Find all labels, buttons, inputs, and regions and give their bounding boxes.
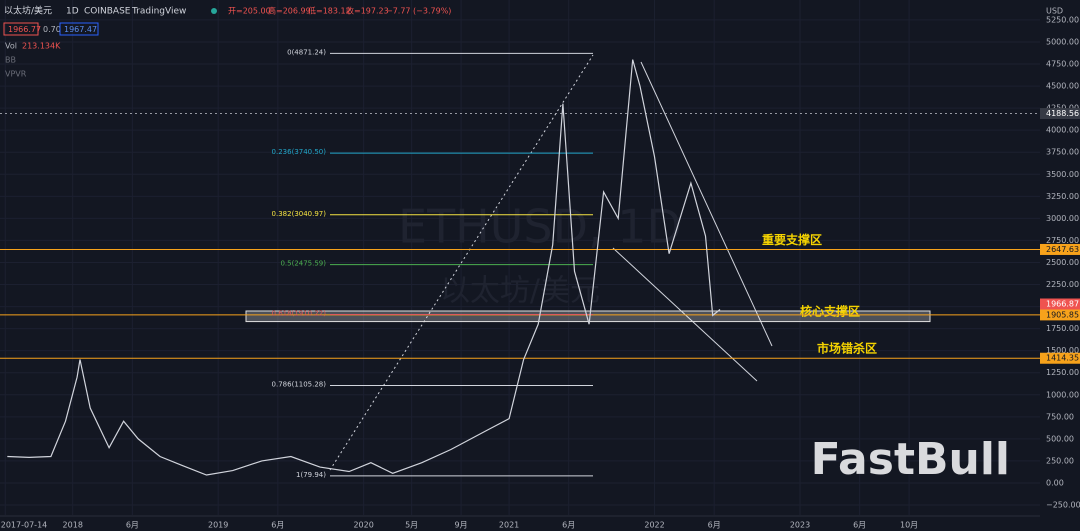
y-tick-label: 2500.00 — [1046, 258, 1079, 267]
x-tick-label: 6月 — [271, 521, 284, 530]
symbol: 以太坊/美元 — [4, 5, 52, 17]
y-tick-label: 3750.00 — [1046, 148, 1079, 157]
bid-button[interactable] — [3, 22, 39, 36]
watermark-sub: 以太坊/美元 — [440, 274, 600, 309]
spread: 0.70 — [43, 25, 61, 34]
x-tick-label: 6月 — [126, 521, 139, 530]
indicator[interactable]: BB — [5, 56, 16, 65]
price-label: 1414.35 — [1046, 354, 1079, 363]
x-tick-label: 6月 — [562, 521, 575, 530]
y-tick-label: 1500.00 — [1046, 346, 1079, 355]
ohlc-change: −7.77 (−3.79%) — [386, 7, 451, 16]
watermark: ETHUSD, 1D — [398, 200, 682, 254]
y-tick-label: 5250.00 — [1046, 15, 1079, 24]
x-tick-label: 2023 — [790, 521, 810, 530]
x-tick-label: 2019 — [208, 521, 228, 530]
y-tick-label: 2750.00 — [1046, 236, 1079, 245]
zone-annotation: 核心支撑区 — [800, 303, 860, 318]
fib-label: 0.786(1105.28) — [272, 380, 327, 388]
y-tick-label: 3000.00 — [1046, 214, 1079, 223]
ohlc-low: 低=183.12 — [308, 6, 351, 16]
status-dot — [211, 8, 217, 14]
exchange: COINBASE — [84, 7, 131, 17]
y-tick-label: 3500.00 — [1046, 170, 1079, 179]
ohlc-open: 开=205.00 — [228, 7, 271, 16]
x-tick-label: 5月 — [405, 521, 418, 530]
x-tick-label: 9月 — [455, 521, 468, 530]
x-tick-label: 10月 — [900, 521, 918, 530]
ask[interactable]: 1967.47 — [64, 25, 97, 34]
price-axis — [1040, 0, 1080, 531]
fib-label: 0(4871.24) — [287, 48, 326, 56]
y-tick-label: 500.00 — [1046, 434, 1074, 443]
y-tick-label: 250.00 — [1046, 456, 1074, 465]
fib-label: 0.382(3040.97) — [272, 210, 327, 218]
bid[interactable]: 1966.77 — [8, 25, 41, 34]
x-tick-label: 6月 — [853, 521, 866, 530]
price-label-bg — [1040, 108, 1080, 120]
level-annotation: 重要支撑区 — [762, 232, 822, 247]
x-tick-label: 2020 — [353, 521, 373, 530]
y-tick-label: 1750.00 — [1046, 324, 1079, 333]
x-tick-label: 2021 — [499, 521, 519, 530]
level-annotation: 市场错杀区 — [817, 341, 877, 356]
y-tick-label: 5000.00 — [1046, 37, 1079, 46]
trend-line — [640, 61, 773, 347]
price-label: 2647.63 — [1046, 245, 1079, 254]
indicator[interactable]: VPVR — [5, 70, 27, 79]
x-tick-label: 2017-07-14 — [1, 521, 48, 530]
price-label-bg — [1040, 298, 1080, 310]
y-tick-label: 2250.00 — [1046, 280, 1079, 289]
x-tick-label: 2022 — [644, 521, 664, 530]
price-label-bg — [1040, 309, 1080, 321]
x-tick-label: 2018 — [63, 521, 83, 530]
fib-label: 0.5(2475.59) — [280, 260, 326, 268]
x-tick-label: 6月 — [708, 521, 721, 530]
interval: 1D — [66, 7, 79, 17]
crosshair-label: 4188.56 — [1046, 109, 1079, 118]
trend-dotted — [329, 54, 594, 471]
brand: FastBull — [811, 434, 1010, 485]
fib-label: 0.236(3740.50) — [272, 148, 327, 156]
last-price-label: 1966.87 — [1046, 300, 1079, 309]
ohlc-high: 高=206.99 — [268, 6, 311, 16]
y-tick-label: 4750.00 — [1046, 60, 1079, 69]
y-tick-label: 1250.00 — [1046, 368, 1079, 377]
source: TradingView — [131, 7, 186, 17]
indicator[interactable]: Vol — [5, 42, 17, 51]
y-tick-label: 4000.00 — [1046, 126, 1079, 135]
price-label: 1905.85 — [1046, 310, 1079, 319]
y-tick-label: 1000.00 — [1046, 390, 1079, 399]
volume-value: 213.134K — [22, 42, 61, 51]
ohlc-close: 收=197.23 — [346, 6, 389, 16]
y-tick-label: −250.00 — [1046, 501, 1080, 510]
y-tick-label: 0.00 — [1046, 478, 1064, 487]
currency: USD — [1046, 7, 1063, 16]
price-label-bg — [1040, 243, 1080, 255]
y-tick-label: 4500.00 — [1046, 82, 1079, 91]
y-tick-label: 750.00 — [1046, 412, 1074, 421]
header: 以太坊/美元 1D COINBASE TradingView 开=205.00 … — [3, 5, 1063, 485]
fib-label: 0.618(1910.22) — [272, 310, 327, 318]
price-line — [7, 59, 721, 476]
fib-label: 1(79.94) — [296, 471, 326, 479]
price-label-bg — [1040, 352, 1080, 364]
y-tick-label: 3250.00 — [1046, 192, 1079, 201]
ask-button[interactable] — [59, 22, 99, 36]
